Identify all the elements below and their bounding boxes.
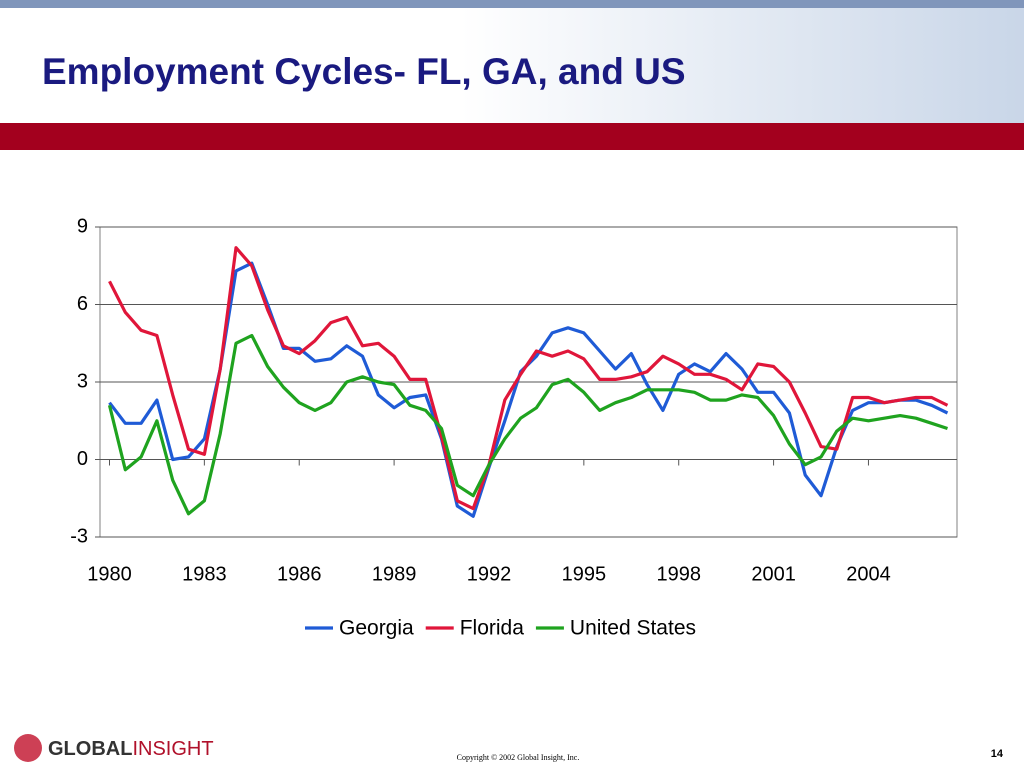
slide-title: Employment Cycles- FL, GA, and US bbox=[42, 51, 686, 92]
copyright: Copyright © 2002 Global Insight, Inc. bbox=[457, 753, 580, 762]
header-band bbox=[0, 8, 1024, 123]
y-tick-label: 3 bbox=[77, 370, 88, 392]
logo-light: INSIGHT bbox=[132, 738, 213, 760]
y-tick-label: 9 bbox=[77, 215, 88, 237]
x-tick-label: 1980 bbox=[87, 563, 132, 585]
logo-text: GLOBALINSIGHT bbox=[48, 738, 214, 760]
legend: Georgia Florida United States bbox=[305, 617, 696, 640]
x-tick-label: 1983 bbox=[182, 563, 227, 585]
legend-label: United States bbox=[570, 617, 696, 640]
chart: -3 0 3 6 9 1980 1983 1986 1989 1992 1995 1998 2001 20… bbox=[70, 215, 957, 640]
top-stripe bbox=[0, 0, 1024, 8]
y-tick-label: 0 bbox=[77, 448, 88, 470]
x-tick-label: 1998 bbox=[656, 563, 701, 585]
logo-bold: GLOBAL bbox=[48, 738, 132, 760]
logo-mark bbox=[14, 734, 42, 762]
red-band bbox=[0, 123, 1024, 150]
x-tick-label: 2001 bbox=[751, 563, 796, 585]
x-tick-label: 1989 bbox=[372, 563, 417, 585]
page-number: 14 bbox=[991, 748, 1004, 760]
logo: GLOBALINSIGHT bbox=[14, 734, 214, 762]
x-tick-label: 1992 bbox=[467, 563, 512, 585]
y-tick-label: 6 bbox=[77, 293, 88, 315]
y-tick-label: -3 bbox=[70, 525, 88, 547]
data-line bbox=[107, 333, 949, 516]
legend-label: Florida bbox=[460, 617, 525, 640]
legend-label: Georgia bbox=[339, 617, 414, 640]
x-tick-label: 1995 bbox=[562, 563, 607, 585]
data-line bbox=[108, 246, 949, 511]
x-tick-label: 1986 bbox=[277, 563, 322, 585]
x-tick-label: 2004 bbox=[846, 563, 891, 585]
